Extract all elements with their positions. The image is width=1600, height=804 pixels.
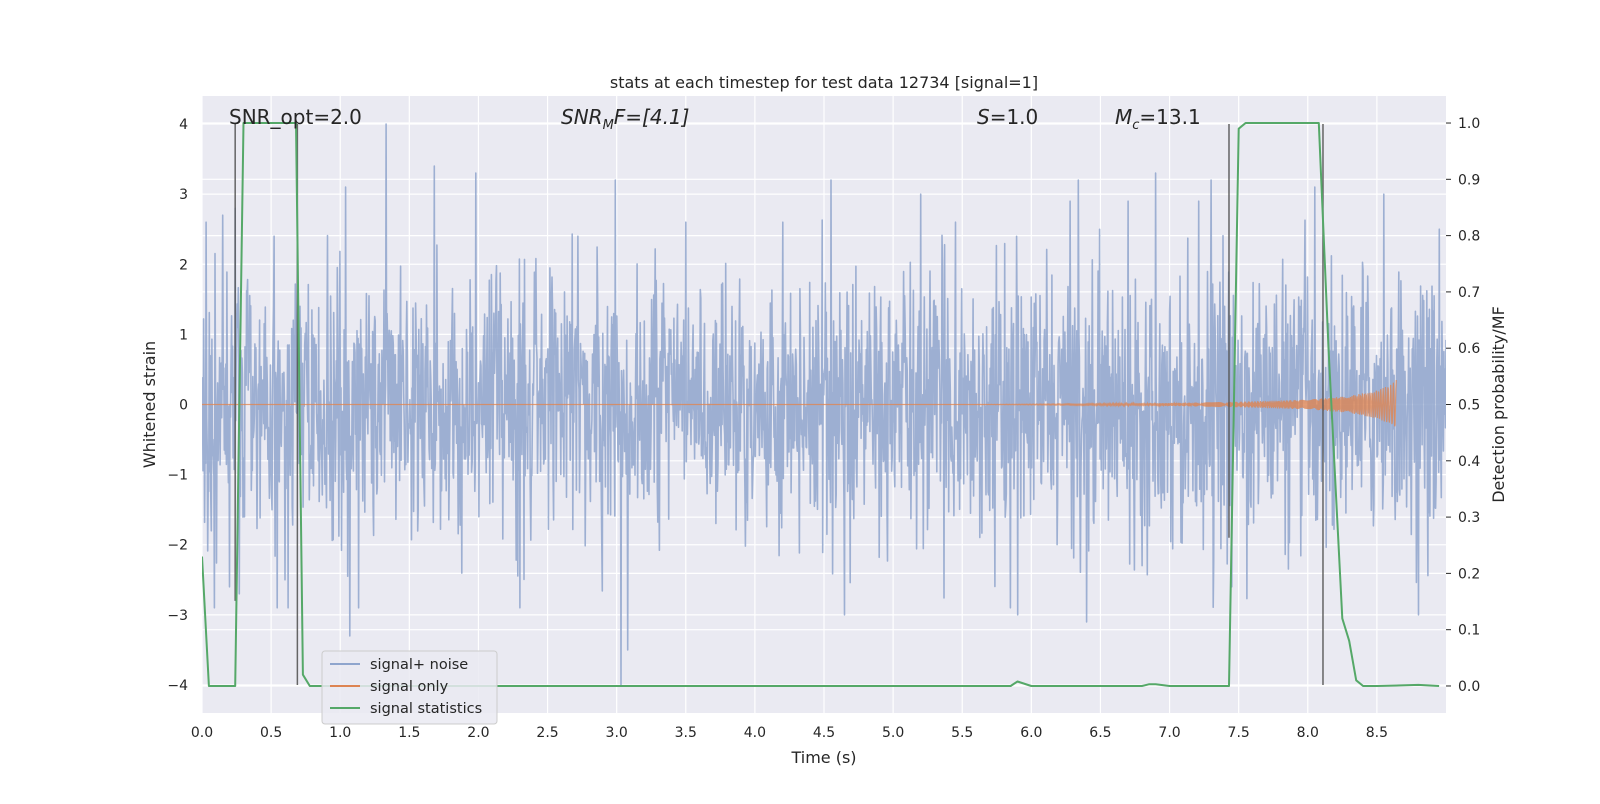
x-tick-label: 3.5 <box>675 725 697 741</box>
annotation-mc-var: M <box>1115 105 1132 129</box>
x-tick-label: 4.5 <box>813 725 835 741</box>
x-tick-label: 7.5 <box>1228 725 1250 741</box>
x-tick-label: 8.0 <box>1297 725 1319 741</box>
annotation-s-var: S <box>977 105 990 129</box>
signal-only-series <box>202 379 1397 427</box>
y2-tick-label: 0.6 <box>1458 341 1480 357</box>
x-tick-label: 0.0 <box>191 725 213 741</box>
y-tick-label: 3 <box>179 187 188 203</box>
y2-tick-label: 0.4 <box>1458 454 1480 470</box>
legend-box <box>321 650 498 725</box>
y2-tick-label: 0.3 <box>1458 510 1480 526</box>
x-tick-label: 1.5 <box>398 725 420 741</box>
signal-statistics-line <box>202 122 1440 687</box>
y2-tick-label: 0.2 <box>1458 566 1480 582</box>
y-tick-label: 2 <box>179 257 188 273</box>
tick-labels: 0.0 0.5 1.0 1.5 2.0 2.5 3.0 3.5 4.0 4.5 5.0 5.5 6.0 6… <box>167 116 1480 741</box>
y-tick-label: 4 <box>179 117 188 133</box>
signal-noise-series <box>202 123 1446 686</box>
x-tick-label: 8.5 <box>1366 725 1388 741</box>
x-tick-label: 5.5 <box>951 725 973 741</box>
annotation-snr-mf-rest: F=[4.1] <box>614 105 690 129</box>
x-tick-label: 1.0 <box>329 725 351 741</box>
y2-tick-label: 0.8 <box>1458 229 1480 245</box>
x-tick-label: 2.5 <box>536 725 558 741</box>
annotations: SNR_opt=2.0 SNRMF=[4.1] S=1.0 Mc=13.1 <box>229 105 1201 133</box>
signal-noise-line <box>202 123 1446 686</box>
x-tick-label: 2.0 <box>467 725 489 741</box>
x-tick-label: 4.0 <box>744 725 766 741</box>
annotation-snr-opt: SNR_opt=2.0 <box>229 105 362 129</box>
annotation-snr-mf: SNRMF=[4.1] <box>561 105 689 133</box>
y2-tick-label: 0.7 <box>1458 285 1480 301</box>
y-tick-label: −3 <box>167 608 188 624</box>
chart-title: stats at each timestep for test data 127… <box>610 73 1038 92</box>
signal-only-line <box>202 379 1397 427</box>
y-tick-label: 0 <box>179 398 188 414</box>
x-tick-label: 0.5 <box>260 725 282 741</box>
annotation-mc: Mc=13.1 <box>1115 105 1201 133</box>
x-tick-label: 6.0 <box>1020 725 1042 741</box>
x-tick-label: 3.0 <box>606 725 628 741</box>
annotation-mc-rest: =13.1 <box>1139 105 1200 129</box>
annotation-mc-sub: c <box>1132 118 1139 133</box>
y-tick-label: −2 <box>167 538 188 554</box>
y-tick-label: −1 <box>167 468 188 484</box>
x-tick-label: 5.0 <box>882 725 904 741</box>
annotation-s: S=1.0 <box>977 105 1038 129</box>
y2-tick-label: 0.5 <box>1458 398 1480 414</box>
x-tick-label: 7.0 <box>1158 725 1180 741</box>
annotation-s-rest: =1.0 <box>990 105 1039 129</box>
annotation-snr-mf-sub: M <box>603 118 614 133</box>
y-tick-label: 1 <box>179 327 188 343</box>
legend-label-signal: signal only <box>370 679 449 695</box>
marker-lines <box>234 124 1324 685</box>
y2-tick-label: 0.9 <box>1458 172 1480 188</box>
annotation-snr-mf-base: SNR <box>561 105 603 129</box>
y-axis-right-label: Detection probability/MF <box>1489 306 1508 503</box>
y-tick-label: −4 <box>167 678 188 694</box>
signal-statistics-series <box>202 122 1440 687</box>
y-axis-label: Whitened strain <box>140 341 159 468</box>
x-axis-label: Time (s) <box>790 748 856 767</box>
legend-label-noise: signal+ noise <box>370 657 468 673</box>
legend-label-statistics: signal statistics <box>370 701 482 717</box>
y2-tick-label: 1.0 <box>1458 116 1480 132</box>
legend: signal+ noise signal only signal statist… <box>321 650 498 725</box>
y2-tick-label: 0.1 <box>1458 623 1480 639</box>
x-tick-label: 6.5 <box>1089 725 1111 741</box>
y2-tick-label: 0.0 <box>1458 679 1480 695</box>
